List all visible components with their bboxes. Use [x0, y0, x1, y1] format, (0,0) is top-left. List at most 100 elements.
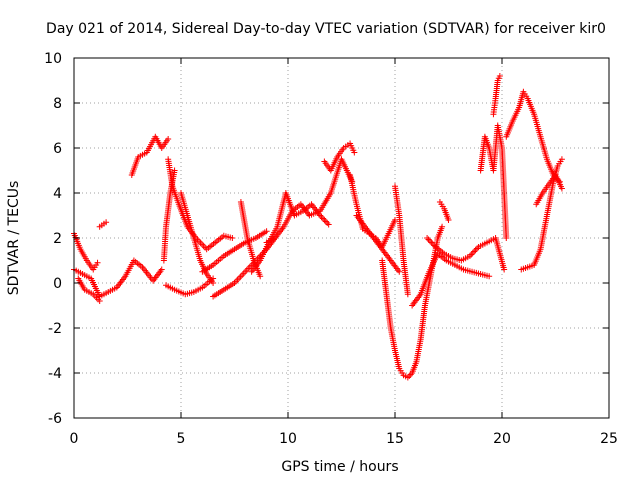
trace-point [103, 290, 110, 297]
trace-point [468, 251, 475, 258]
trace-point [439, 249, 446, 256]
trace-point [157, 268, 164, 275]
trace-point [495, 75, 502, 82]
trace-point [229, 247, 236, 254]
trace-point [333, 155, 340, 162]
trace-point [545, 203, 552, 210]
trace-point [536, 248, 543, 255]
y-tick-label: -2 [48, 321, 62, 337]
trace-point [190, 232, 197, 239]
trace-point [134, 156, 141, 162]
series-arc-q [353, 212, 403, 275]
trace-point [360, 222, 367, 229]
trace-point [503, 233, 510, 239]
series-arc-u [424, 235, 508, 273]
trace-point [227, 234, 234, 241]
trace-point [464, 254, 471, 261]
grid-layer [74, 58, 609, 418]
trace-point [169, 285, 176, 292]
y-axis-label: SDTVAR / TECUs [6, 181, 22, 296]
trace-point [229, 281, 236, 288]
trace-point [183, 210, 190, 217]
trace-point [297, 209, 304, 216]
trace-point [439, 203, 446, 210]
trace-point [95, 291, 102, 298]
trace-point [270, 236, 277, 243]
trace-point [544, 182, 551, 189]
trace-point [384, 232, 391, 239]
series-arc-e [128, 133, 172, 178]
x-tick-label: 10 [279, 431, 297, 447]
trace-point [188, 289, 195, 296]
series-arc-a [71, 230, 101, 273]
trace-point [421, 304, 428, 311]
trace-point [208, 278, 215, 285]
trace-point [399, 370, 406, 376]
trace-point [344, 142, 351, 148]
trace-point [137, 262, 144, 269]
trace-point [197, 285, 204, 292]
trace-point [324, 220, 331, 226]
trace-point [431, 242, 438, 249]
trace-point [449, 260, 456, 267]
data-points-layer [71, 73, 565, 381]
trace-point [407, 371, 414, 378]
trace-point [80, 284, 87, 291]
trace-point [484, 272, 491, 279]
series-arc-w [477, 122, 510, 241]
trace-point [404, 289, 411, 296]
trace-point [261, 229, 268, 236]
trace-point [490, 236, 497, 243]
trace-point [175, 199, 182, 206]
trace-point [77, 269, 84, 276]
series-arc-n [263, 156, 356, 246]
trace-point [447, 254, 454, 261]
trace-point [196, 255, 203, 262]
trace-point [471, 248, 478, 255]
trace-point [554, 164, 561, 171]
trace-point [391, 345, 398, 352]
series-arc-s [392, 183, 411, 298]
trace-point [500, 264, 507, 271]
trace-point [558, 183, 565, 190]
trace-point [121, 274, 128, 281]
trace-point [288, 209, 295, 216]
trace-point [474, 245, 481, 252]
series-arc-r [379, 223, 446, 381]
series-arc-h [163, 275, 217, 298]
trace-point [219, 234, 226, 241]
trace-point [167, 191, 174, 198]
trace-point [395, 363, 402, 370]
trace-point [508, 119, 515, 126]
trace-point [318, 214, 325, 220]
trace-point [250, 235, 257, 242]
trace-point [314, 208, 321, 215]
trace-point [350, 147, 357, 154]
trace-point [391, 218, 398, 225]
trace-point [538, 191, 545, 198]
trace-point [444, 215, 451, 222]
series-arc-j [199, 228, 270, 275]
trace-point [383, 289, 390, 296]
trace-point [243, 233, 250, 239]
trace-point [250, 255, 257, 262]
series-arc-t [409, 250, 493, 309]
trace-point [494, 79, 501, 86]
trace-point [279, 225, 286, 232]
trace-point [557, 158, 564, 165]
x-tick-label: 20 [493, 431, 511, 447]
trace-point [210, 240, 217, 247]
trace-point [163, 137, 170, 144]
trace-point [412, 360, 419, 367]
trace-point [319, 215, 326, 222]
tick-layer: 0 5 10 15 20 25 -6 -4 -2 0 2 4 6 8 10 [44, 51, 618, 447]
series-arc-g [160, 167, 178, 264]
trace-point [85, 274, 92, 281]
trace-point [395, 267, 402, 274]
y-tick-label: 10 [44, 51, 62, 67]
trace-point [441, 256, 448, 263]
data-point [424, 235, 431, 241]
trace-point [485, 143, 492, 150]
trace-point [111, 285, 118, 292]
